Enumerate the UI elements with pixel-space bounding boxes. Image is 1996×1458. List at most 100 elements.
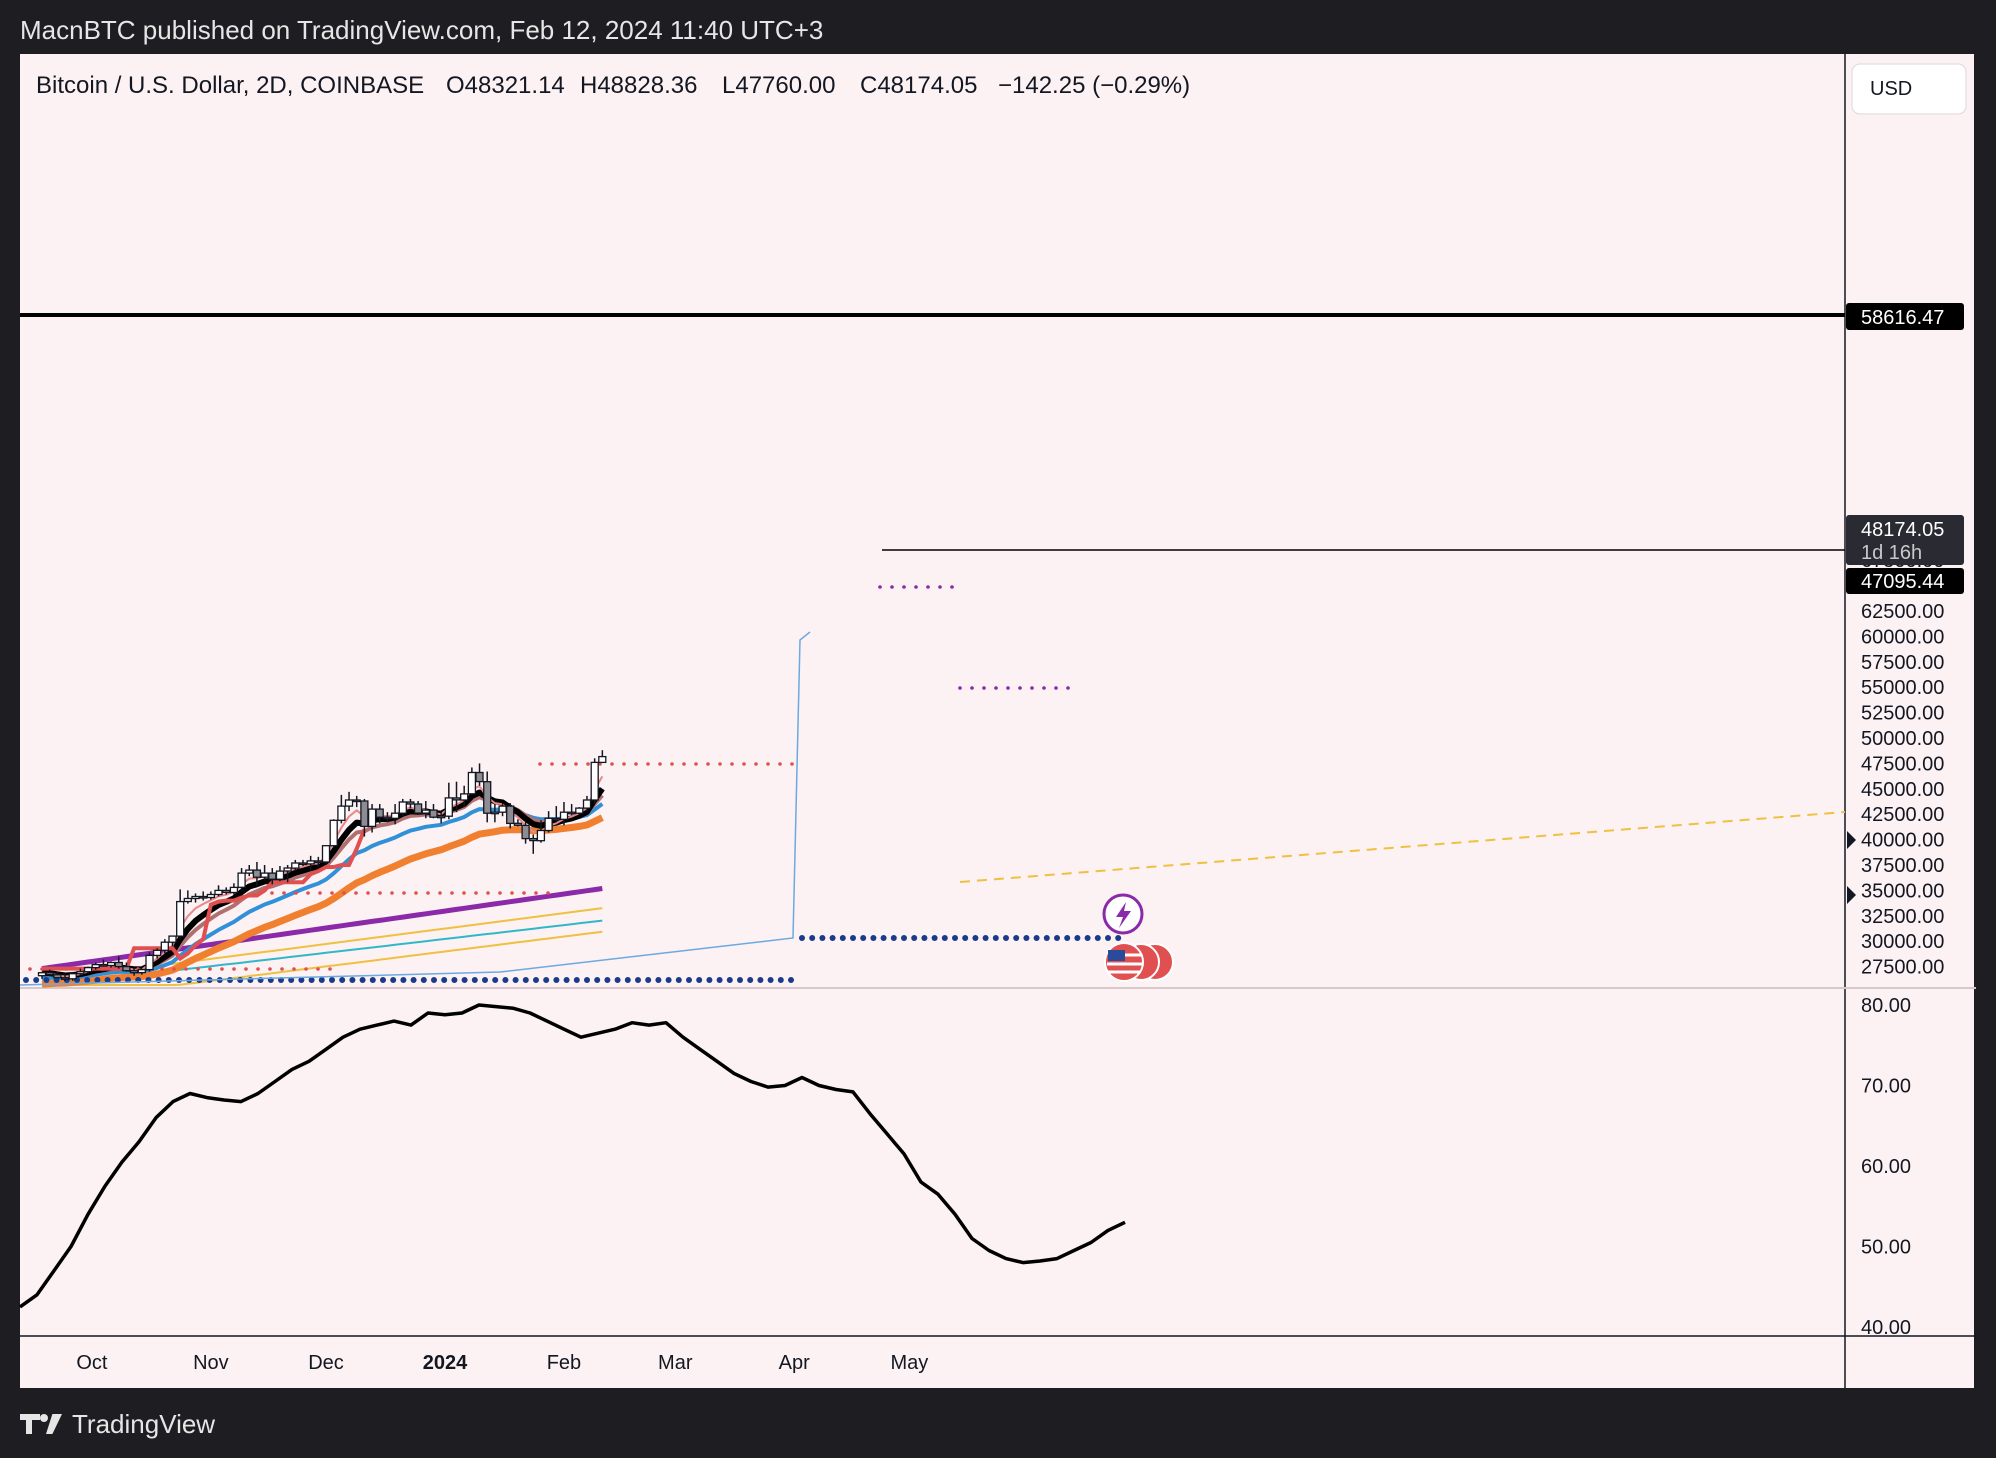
dotted-level-dot	[992, 935, 999, 941]
dotted-level-dot	[604, 977, 611, 983]
time-tick-label: Nov	[193, 1352, 229, 1374]
price-tick-label: 52500.00	[1861, 703, 1944, 725]
dotted-level-dot	[237, 977, 244, 983]
candle-body	[106, 961, 116, 967]
price-tick-label: 27500.00	[1861, 957, 1944, 979]
oscillator-tick-label: 50.00	[1861, 1237, 1911, 1259]
dotted-band-dot	[366, 891, 370, 895]
publish-header: MacnBTC published on TradingView.com, Fe…	[0, 0, 1996, 60]
candle-body	[406, 801, 415, 805]
dotted-band-dot	[402, 891, 406, 895]
dotted-level-dot	[737, 977, 743, 983]
dotted-band-dot	[196, 967, 200, 971]
dotted-level-dot	[573, 977, 580, 983]
dotted-level-dot	[799, 935, 805, 941]
dotted-level-dot	[624, 977, 631, 983]
oscillator-tick-label: 60.00	[1861, 1156, 1911, 1178]
candle-body	[206, 893, 216, 899]
dotted-band-dot	[318, 891, 322, 895]
indicator-layer	[19, 585, 1846, 988]
candle-body	[199, 895, 208, 899]
price-tick-label: 37500.00	[1861, 855, 1944, 877]
dotted-band-dot	[574, 762, 578, 766]
dotted-level-dot	[339, 977, 346, 983]
dotted-band-dot	[610, 762, 614, 766]
dotted-band-dot	[994, 686, 998, 690]
dotted-band-dot	[550, 762, 554, 766]
dotted-level-dot	[390, 977, 397, 983]
dotted-band-dot	[160, 967, 164, 971]
dotted-band-dot	[414, 891, 418, 895]
dotted-level-dot	[726, 977, 733, 983]
candle-body	[176, 900, 185, 937]
candle-body	[513, 822, 523, 826]
dotted-level-dot	[461, 977, 468, 983]
dotted-band-dot	[510, 891, 514, 895]
footer-brand-text: TradingView	[72, 1408, 216, 1439]
dotted-level-dot	[706, 977, 713, 983]
dotted-band-dot	[268, 967, 272, 971]
dotted-band-dot	[280, 967, 284, 971]
candle-body	[413, 803, 423, 814]
price-scale[interactable]: 67500.0065000.0062500.0060000.0057500.00…	[1861, 550, 1944, 978]
candle-body	[582, 799, 592, 809]
candle-body	[360, 800, 369, 828]
dotted-band-dot	[184, 967, 188, 971]
dotted-band-dot	[982, 686, 986, 690]
ma-salmon-line	[41, 775, 604, 978]
candle-body	[91, 963, 100, 969]
candle-body	[437, 815, 446, 819]
dotted-level-dot	[400, 977, 407, 983]
dotted-band-dot	[304, 967, 308, 971]
dotted-level-dot	[941, 935, 948, 941]
dotted-band-dot	[220, 967, 224, 971]
dotted-level-dot	[410, 977, 417, 983]
tradingview-logo-icon	[20, 1412, 64, 1436]
dotted-level-dot	[890, 935, 897, 941]
dotted-level-dot	[675, 977, 682, 983]
candle-body	[314, 860, 323, 864]
candle-body	[60, 977, 70, 980]
dotted-band-dot	[76, 967, 80, 971]
dotted-level-dot	[921, 935, 928, 941]
dotted-level-dot	[594, 977, 601, 983]
price-tick-label: 57500.00	[1861, 652, 1944, 674]
candle-body	[321, 845, 331, 863]
time-tick-label: Dec	[308, 1352, 344, 1374]
step-line-blue	[19, 631, 811, 986]
dotted-band-dot	[742, 762, 746, 766]
last-price-text: 48174.05	[1861, 519, 1944, 541]
legend-close: C48174.05	[860, 72, 977, 99]
time-scale[interactable]: Oct Nov Dec 2024 Feb Mar Apr May	[76, 1352, 928, 1374]
dotted-level-dot	[911, 935, 918, 941]
dotted-level-dot	[850, 935, 856, 941]
candles-layer	[37, 750, 607, 981]
dotted-level-dot	[165, 977, 172, 983]
dotted-level-dot	[431, 977, 437, 983]
candle-body	[552, 817, 561, 821]
dotted-level-dot	[829, 935, 836, 941]
price-tick-label: 45000.00	[1861, 779, 1944, 801]
candle-body	[298, 862, 308, 866]
currency-button[interactable]: USD	[1851, 63, 1967, 115]
candle-body	[268, 872, 277, 880]
dotted-band-dot	[586, 762, 590, 766]
dotted-level-dot	[288, 977, 295, 983]
candle-body	[129, 970, 139, 974]
dotted-band-dot	[646, 762, 650, 766]
candle-body	[337, 805, 346, 821]
lightning-event-icon[interactable]	[1102, 893, 1144, 935]
dotted-level-dot	[901, 935, 907, 941]
legend-low: L47760.00	[722, 72, 835, 99]
dotted-band-dot	[622, 762, 626, 766]
price-tick-label: 35000.00	[1861, 880, 1944, 902]
dotted-level-dot	[563, 977, 570, 983]
dotted-level-dot	[114, 977, 121, 983]
dotted-level-dot	[716, 977, 723, 983]
dotted-band-dot	[1042, 686, 1046, 690]
us-flag-event-icon[interactable]	[1104, 942, 1174, 982]
oscillator-tick-label: 80.00	[1861, 995, 1911, 1017]
dotted-level-dot	[809, 935, 816, 941]
dotted-band-dot	[926, 585, 930, 589]
